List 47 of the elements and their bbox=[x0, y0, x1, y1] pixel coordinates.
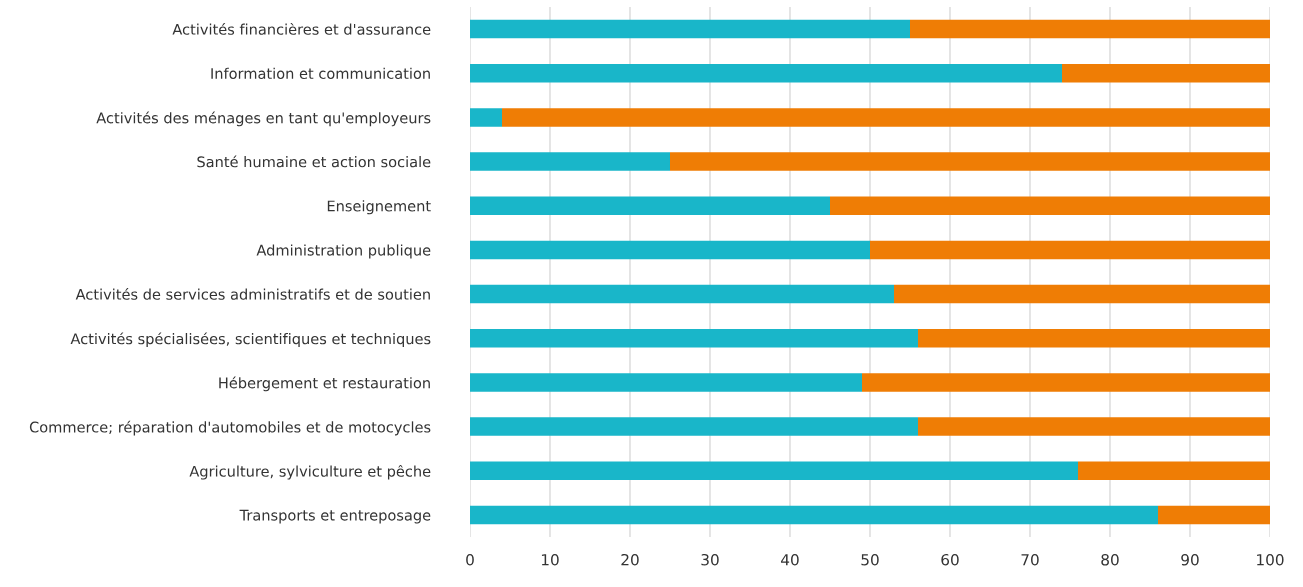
bar bbox=[1062, 63, 1270, 83]
bar bbox=[470, 417, 918, 436]
x-tick-label: 30 bbox=[701, 553, 719, 566]
x-tick-label: 0 bbox=[466, 553, 474, 566]
y-tick-label: Activités des ménages en tant qu'employeurs bbox=[96, 111, 431, 127]
y-tick-label: Agriculture, sylviculture et pêche bbox=[189, 464, 431, 480]
bar bbox=[910, 19, 1270, 39]
y-tick-label: Activités de services administratifs et de soutien bbox=[75, 287, 430, 300]
bar bbox=[470, 284, 894, 304]
bar bbox=[894, 284, 1270, 304]
bar bbox=[470, 196, 830, 216]
bar bbox=[470, 461, 1078, 481]
bar bbox=[862, 373, 1270, 392]
x-tick-label: 20 bbox=[621, 553, 639, 566]
y-tick-label: Enseignement bbox=[327, 200, 431, 215]
bar bbox=[470, 152, 670, 171]
x-tick-label: 90 bbox=[1181, 553, 1199, 566]
y-tick-label: Activités financières et d'assurance bbox=[172, 22, 431, 35]
x-tick-label: 60 bbox=[941, 553, 959, 566]
y-tick-label: Information et communication bbox=[211, 67, 430, 79]
bar bbox=[918, 328, 1270, 348]
bar bbox=[470, 108, 502, 127]
bar bbox=[470, 328, 918, 348]
bar bbox=[1158, 505, 1270, 525]
bar bbox=[470, 63, 1062, 83]
bar bbox=[470, 505, 1158, 525]
bar bbox=[830, 196, 1270, 216]
y-tick-label: Administration publique bbox=[256, 244, 431, 259]
bar bbox=[1078, 461, 1270, 481]
y-tick-label: Activités spécialisées, scientifiques et techniques bbox=[70, 332, 431, 348]
x-tick-label: 50 bbox=[861, 553, 879, 566]
bar bbox=[470, 373, 862, 392]
bar bbox=[470, 240, 870, 260]
y-tick-label: Transports et entreposage bbox=[239, 509, 431, 524]
x-tick-label: 40 bbox=[781, 553, 799, 566]
y-tick-label: Santé humaine et action sociale bbox=[197, 155, 431, 168]
x-tick-label: 100 bbox=[1257, 553, 1284, 566]
bar bbox=[870, 240, 1270, 260]
bar bbox=[502, 108, 1270, 127]
bar bbox=[918, 417, 1270, 436]
bar bbox=[470, 19, 910, 39]
x-tick-label: 10 bbox=[541, 553, 559, 566]
x-tick-label: 80 bbox=[1101, 553, 1119, 566]
y-tick-label: Commerce; réparation d'automobiles et de motocycles bbox=[29, 420, 431, 436]
bar bbox=[670, 152, 1270, 171]
y-tick-label: Hébergement et restauration bbox=[219, 376, 430, 392]
x-tick-label: 70 bbox=[1021, 553, 1039, 566]
